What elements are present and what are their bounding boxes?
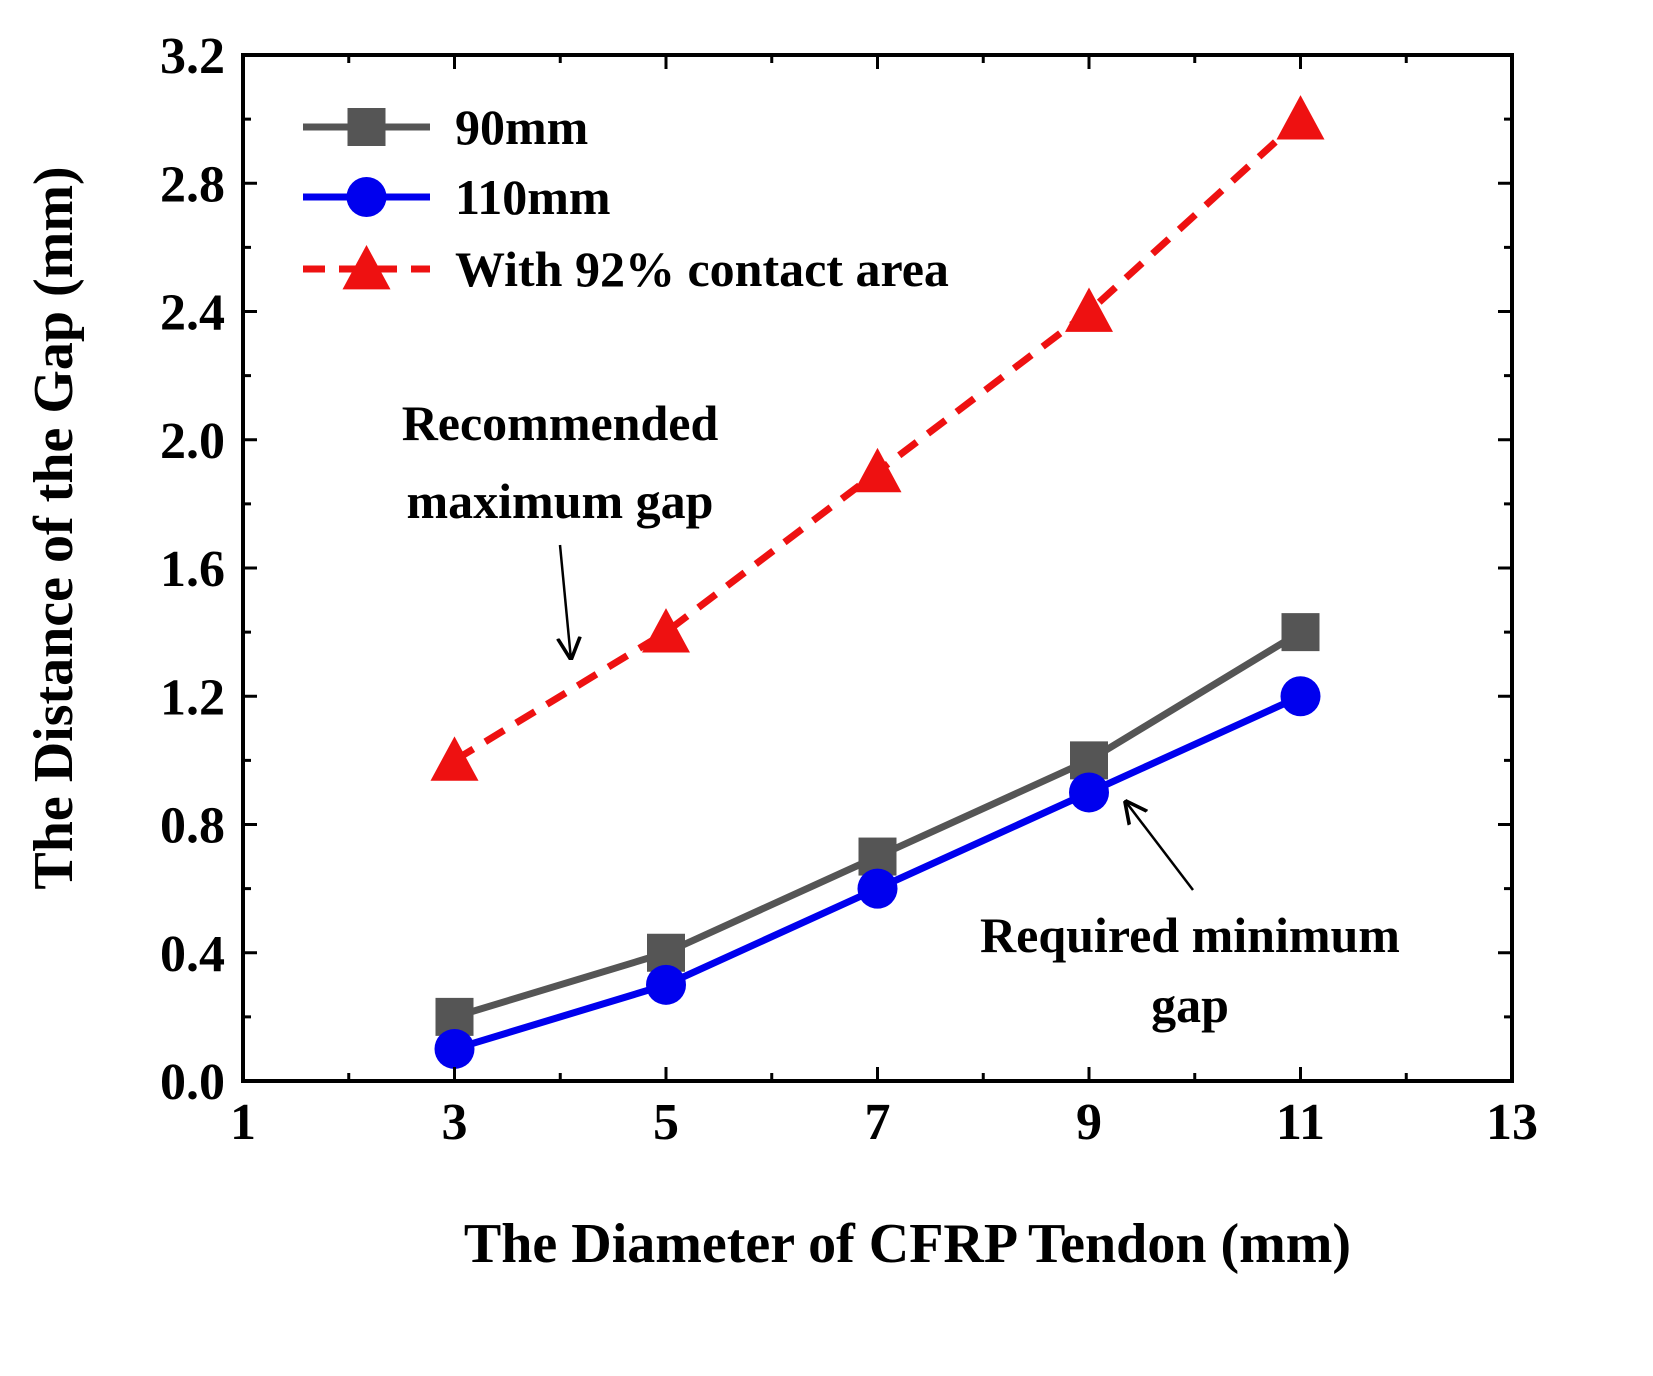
- data-point: [857, 868, 898, 909]
- legend-marker: [342, 245, 391, 290]
- y-tick-label: 2.4: [160, 285, 225, 342]
- y-tick-label: 1.2: [160, 669, 225, 726]
- x-tick-label: 11: [1276, 1094, 1325, 1151]
- data-point: [853, 447, 902, 493]
- x-axis-title: The Diameter of CFRP Tendon (mm): [464, 1213, 1351, 1275]
- x-tick-label: 9: [1076, 1094, 1102, 1151]
- y-tick-label: 3.2: [160, 28, 225, 85]
- annotation-text: Recommended: [402, 395, 719, 451]
- data-point: [430, 736, 479, 781]
- axis-ticks: 1 3 5 7 9 11 130.00.40.81.21.62.02.42.83.2: [160, 28, 1538, 1151]
- annotation: Required minimum gap: [980, 802, 1400, 1033]
- x-tick-label: 1: [230, 1094, 256, 1151]
- annotations: Recommended maximum gap Required minimum ga…: [402, 395, 1400, 1033]
- annotation: Recommended maximum gap: [402, 395, 719, 658]
- y-tick-label: 0.4: [160, 926, 225, 983]
- y-tick-label: 0.8: [160, 798, 225, 855]
- legend-item: 90mm: [303, 99, 588, 155]
- annotation-arrow: [1126, 802, 1194, 891]
- data-point: [1069, 772, 1109, 813]
- series-circle: [434, 676, 1321, 1069]
- x-tick-label: 3: [442, 1094, 468, 1151]
- y-tick-label: 2.0: [160, 413, 225, 470]
- legend-marker: [347, 108, 386, 146]
- x-tick-label: 7: [865, 1094, 891, 1151]
- data-point: [1276, 95, 1325, 140]
- data-point: [1065, 287, 1113, 332]
- legend-label: 90mm: [455, 99, 588, 155]
- data-point: [434, 1028, 475, 1069]
- legend-marker: [346, 177, 387, 217]
- legend-item: With 92% contact area: [303, 241, 949, 297]
- x-tick-label: 5: [653, 1094, 679, 1151]
- series-square: [435, 613, 1320, 1036]
- annotation-text: Required minimum: [980, 907, 1400, 963]
- y-tick-label: 2.8: [160, 156, 225, 213]
- legend-item: 110mm: [303, 169, 611, 225]
- legend: 90mm 110mm With 92% contact area: [303, 99, 949, 297]
- y-axis-title: The Distance of the Gap (mm): [23, 166, 85, 889]
- data-point: [642, 608, 690, 653]
- legend-label: 110mm: [455, 169, 611, 225]
- annotation-text: maximum gap: [407, 473, 714, 529]
- legend-label: With 92% contact area: [455, 241, 949, 297]
- annotation-arrow: [560, 544, 571, 658]
- data-point: [646, 964, 686, 1005]
- annotation-text: gap: [1151, 977, 1229, 1033]
- series-layer: [430, 95, 1325, 1069]
- series-triangle: [430, 95, 1325, 781]
- y-tick-label: 1.6: [160, 541, 225, 598]
- y-tick-label: 0.0: [160, 1054, 225, 1111]
- data-point: [1280, 676, 1321, 717]
- data-point: [1281, 613, 1320, 652]
- x-tick-label: 13: [1486, 1094, 1538, 1151]
